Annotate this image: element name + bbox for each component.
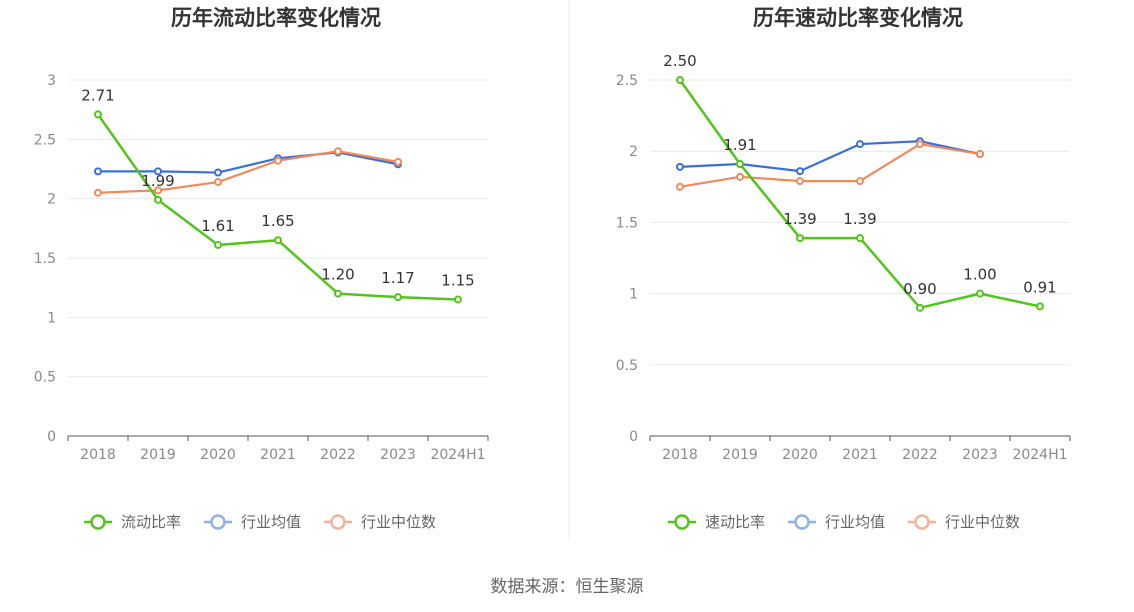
data-point: [154, 195, 162, 204]
data-label: 2.50: [663, 52, 696, 70]
data-point: [856, 140, 864, 149]
data-point: [796, 177, 804, 186]
legend-swatch-marker: [330, 514, 346, 530]
x-tick-label: 2019: [140, 447, 176, 463]
data-point: [976, 289, 984, 298]
series-line: [97, 150, 399, 194]
series-line: [98, 151, 399, 174]
x-tick-label: 2021: [842, 447, 878, 463]
data-label: 2.71: [81, 86, 114, 104]
data-label: 1.17: [381, 269, 414, 287]
y-tick-label: 1.5: [34, 251, 56, 267]
data-point: [676, 182, 684, 191]
x-tick-label: 2024H1: [430, 447, 485, 463]
x-tick-label: 2018: [80, 447, 116, 463]
data-point: [154, 186, 162, 195]
data-point: [916, 140, 924, 149]
y-tick-label: 3: [47, 73, 56, 89]
y-tick-label: 1: [629, 287, 638, 303]
legend-swatch-marker: [794, 514, 810, 530]
data-point: [454, 295, 462, 304]
data-point: [394, 293, 402, 302]
legend-swatch-marker: [914, 514, 930, 530]
data-label: 1.00: [963, 266, 996, 284]
legend-label: 行业均值: [825, 513, 885, 531]
y-tick-label: 1: [47, 310, 56, 326]
data-point: [976, 150, 984, 159]
x-tick-label: 2023: [962, 447, 998, 463]
data-point: [736, 160, 744, 169]
legend-label: 行业中位数: [945, 513, 1020, 531]
legend-label: 行业中位数: [361, 513, 436, 531]
x-tick-label: 2022: [902, 447, 938, 463]
series-line: [679, 140, 981, 173]
y-tick-label: 0.5: [34, 370, 56, 386]
x-tick-label: 2024H1: [1012, 447, 1067, 463]
data-point: [274, 236, 282, 245]
data-label: 1.91: [723, 136, 756, 154]
data-label: 1.61: [201, 217, 234, 235]
y-tick-label: 0: [629, 429, 638, 445]
series-line: [679, 142, 981, 188]
y-tick-label: 0.5: [616, 358, 638, 374]
y-tick-label: 2.5: [34, 132, 56, 148]
data-point: [334, 147, 342, 156]
data-point: [676, 76, 684, 84]
chart-title: 历年流动比率变化情况: [171, 6, 381, 30]
x-tick-label: 2020: [782, 447, 818, 463]
y-tick-label: 1.5: [616, 215, 638, 231]
x-tick-label: 2020: [200, 447, 236, 463]
data-label: 1.20: [321, 266, 354, 284]
y-tick-label: 2.5: [616, 73, 638, 89]
x-tick-label: 2022: [320, 447, 356, 463]
data-label: 0.90: [903, 280, 936, 298]
data-point: [94, 110, 102, 119]
legend-label: 行业均值: [241, 513, 301, 531]
data-point: [94, 167, 102, 176]
data-point: [394, 157, 402, 166]
data-point: [856, 234, 864, 243]
data-label: 1.99: [141, 172, 174, 190]
data-point: [676, 162, 684, 171]
data-source-note: 数据来源：恒生聚源: [490, 577, 644, 597]
x-tick-label: 2018: [662, 447, 698, 463]
data-point: [214, 240, 222, 249]
legend-swatch-marker: [90, 514, 106, 530]
data-label: 1.65: [261, 212, 294, 230]
data-point: [214, 168, 222, 177]
data-point: [274, 156, 282, 165]
x-tick-label: 2019: [722, 447, 758, 463]
data-point: [856, 177, 864, 186]
data-point: [916, 303, 924, 312]
y-tick-label: 0: [47, 429, 56, 445]
data-point: [214, 178, 222, 187]
data-point: [796, 234, 804, 243]
data-point: [796, 167, 804, 176]
data-label: 1.39: [783, 210, 816, 228]
data-point: [154, 167, 162, 176]
data-label: 1.39: [843, 210, 876, 228]
data-label: 0.91: [1023, 278, 1056, 296]
legend-label: 流动比率: [121, 513, 181, 531]
legend-swatch-marker: [674, 514, 690, 530]
data-label: 1.15: [441, 272, 474, 290]
data-point: [736, 172, 744, 181]
x-tick-label: 2021: [260, 447, 296, 463]
chart-title: 历年速动比率变化情况: [753, 6, 963, 30]
y-tick-label: 2: [47, 192, 56, 208]
data-point: [334, 289, 342, 298]
legend-label: 速动比率: [705, 513, 765, 531]
x-tick-label: 2023: [380, 447, 416, 463]
data-point: [94, 188, 102, 197]
data-point: [1036, 302, 1044, 311]
legend-swatch-marker: [210, 514, 226, 530]
y-tick-label: 2: [629, 144, 638, 160]
